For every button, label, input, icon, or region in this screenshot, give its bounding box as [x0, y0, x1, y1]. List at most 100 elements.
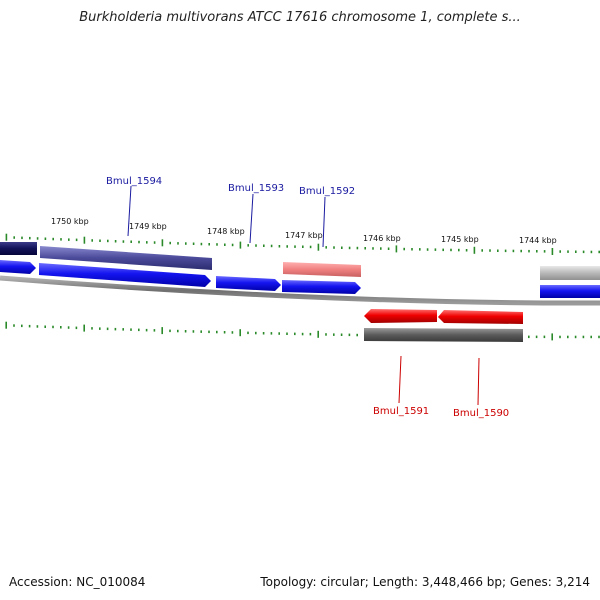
minor-tick [270, 332, 273, 335]
minor-tick [99, 327, 101, 330]
leader-line [249, 193, 254, 244]
minor-tick [341, 246, 343, 249]
minor-tick [286, 332, 288, 335]
minor-tick [372, 247, 374, 250]
minor-tick [567, 335, 569, 339]
minor-tick [528, 335, 530, 339]
minor-tick [582, 250, 585, 254]
minor-tick [481, 249, 483, 252]
reverse-cds-arrow[interactable] [364, 309, 437, 323]
ruler-label: 1750 kbp [51, 217, 89, 226]
minor-tick [582, 335, 585, 339]
minor-tick [177, 242, 179, 245]
forward-strand-cds [0, 260, 600, 298]
forward-cds-arrow[interactable] [0, 260, 36, 274]
forward-cds-arrow[interactable] [540, 285, 600, 298]
minor-tick [380, 247, 382, 250]
leader-line [322, 196, 326, 248]
minor-tick [278, 245, 281, 248]
minor-tick [458, 248, 460, 252]
forward-cds-arrow[interactable] [39, 263, 211, 287]
gene-label[interactable]: Bmul_1594 [106, 176, 162, 187]
minor-tick [512, 249, 515, 253]
ruler-label: 1745 kbp [441, 235, 479, 244]
minor-tick [387, 247, 390, 250]
ruler-labels: 1750 kbp 1749 kbp 1748 kbp 1747 kbp 1746… [51, 217, 557, 245]
minor-tick [278, 332, 280, 335]
gene-labels: Bmul_1594 Bmul_1593 Bmul_1592 Bmul_1591 … [106, 176, 509, 419]
minor-tick [325, 246, 327, 249]
gene-label[interactable]: Bmul_1590 [453, 408, 509, 419]
minor-tick [21, 324, 23, 328]
minor-tick [559, 335, 561, 339]
minor-tick [52, 237, 54, 241]
feature-bar[interactable] [540, 266, 600, 280]
minor-tick [504, 249, 507, 253]
forward-cds-arrow[interactable] [216, 276, 281, 291]
minor-tick [255, 244, 257, 247]
minor-tick [567, 250, 569, 253]
minor-tick [325, 333, 327, 336]
major-tick [5, 321, 7, 329]
leader-line [398, 355, 402, 404]
minor-tick [122, 328, 124, 331]
feature-bar[interactable] [283, 262, 361, 277]
minor-tick [528, 249, 530, 253]
minor-tick [450, 248, 452, 252]
genome-summary-text: Topology: circular; Length: 3,448,466 bp… [260, 575, 590, 589]
minor-tick [403, 247, 405, 251]
minor-tick [44, 325, 46, 328]
minor-tick [21, 236, 23, 240]
minor-tick [598, 335, 600, 339]
ruler-label: 1748 kbp [207, 227, 245, 236]
reverse-strand-cds [364, 309, 523, 324]
feature-bar[interactable] [40, 246, 212, 270]
minor-tick [309, 332, 312, 336]
minor-tick [200, 330, 202, 333]
major-tick [161, 327, 163, 335]
minor-tick [356, 246, 359, 250]
major-tick [83, 324, 85, 332]
major-tick [317, 330, 319, 338]
feature-bar[interactable] [364, 328, 523, 342]
minor-tick [231, 243, 234, 247]
minor-tick [333, 333, 335, 336]
minor-tick [145, 328, 148, 332]
minor-tick [434, 248, 437, 251]
reverse-cds-arrow[interactable] [438, 310, 523, 324]
minor-tick [192, 242, 195, 245]
minor-tick [348, 246, 351, 250]
minor-tick [200, 242, 203, 246]
feature-bar[interactable] [0, 242, 37, 255]
gene-label[interactable]: Bmul_1593 [228, 183, 284, 194]
minor-tick [68, 238, 70, 241]
minor-tick [590, 335, 592, 339]
minor-tick [99, 239, 101, 242]
minor-tick [184, 330, 187, 333]
ruler-label: 1746 kbp [363, 234, 401, 243]
major-tick [161, 239, 164, 247]
major-tick [5, 233, 8, 241]
minor-tick [348, 333, 351, 337]
minor-tick [536, 250, 538, 253]
minor-tick [598, 250, 600, 254]
major-tick [83, 236, 86, 244]
minor-tick [36, 325, 39, 328]
minor-tick [301, 332, 304, 336]
minor-tick [67, 326, 70, 329]
gene-label[interactable]: Bmul_1591 [373, 406, 429, 417]
gene-label-leaders [127, 185, 480, 406]
minor-tick [75, 326, 78, 330]
minor-tick [153, 241, 156, 244]
minor-tick [138, 240, 140, 244]
minor-tick [543, 250, 546, 253]
minor-tick [559, 250, 561, 253]
minor-tick [497, 249, 499, 252]
forward-cds-arrow[interactable] [282, 280, 361, 294]
accession-text: Accession: NC_010084 [9, 575, 146, 589]
ruler-label: 1744 kbp [519, 236, 557, 245]
gene-label[interactable]: Bmul_1592 [299, 186, 355, 197]
minor-tick [177, 329, 179, 333]
major-tick [239, 241, 242, 249]
